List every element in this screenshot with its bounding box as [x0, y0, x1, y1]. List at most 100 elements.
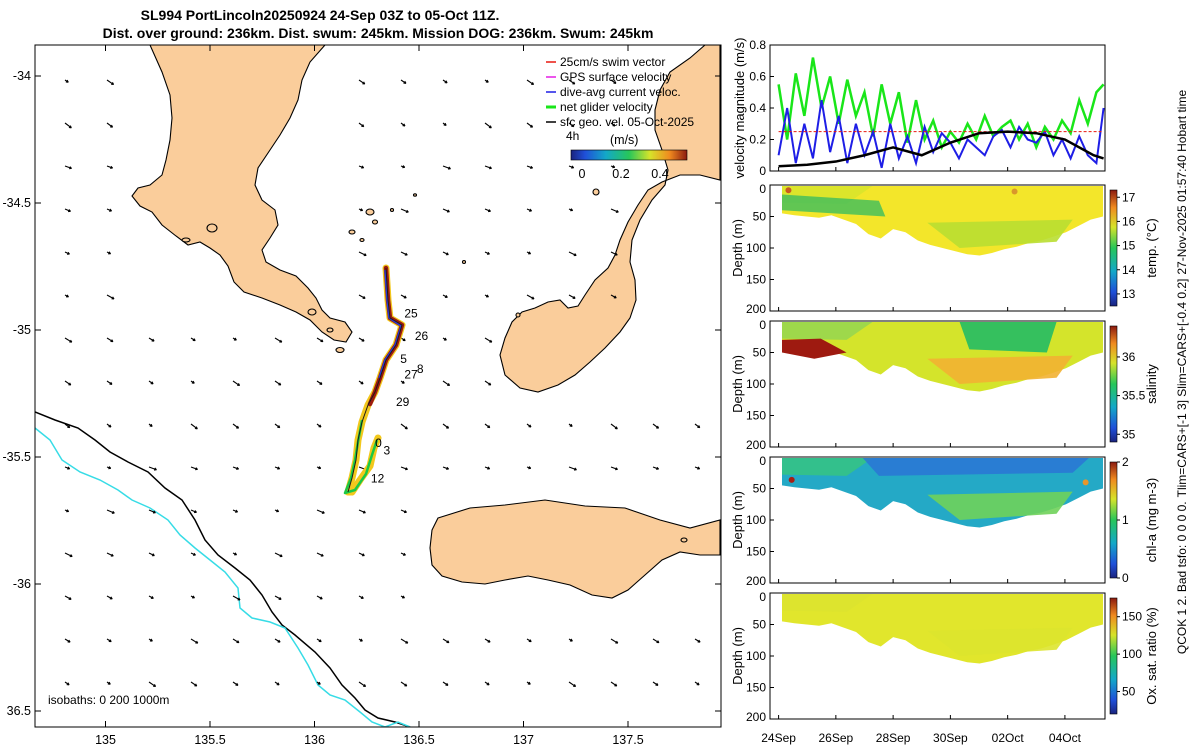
- geo-arrow-head: [359, 638, 363, 642]
- geo-arrow: [232, 380, 240, 386]
- geo-arrow-head: [531, 296, 535, 300]
- geo-arrow-head: [69, 339, 73, 343]
- geo-arrow-head: [405, 467, 408, 471]
- geo-arrow-head: [573, 684, 577, 688]
- geo-arrow-head: [318, 424, 322, 428]
- section-ylabel: Depth (m): [730, 355, 745, 413]
- geo-arrow-head: [530, 165, 534, 169]
- geo-arrow: [442, 423, 449, 429]
- section-ytick-label: 0: [759, 454, 766, 468]
- section-cbar-label: temp. (°C): [1144, 218, 1159, 277]
- geo-arrow-head: [109, 208, 112, 212]
- geo-arrow-head: [362, 81, 366, 85]
- time-axis-ticks: 24Sep 26Sep 28Sep 30Sep 02Oct 04Oct: [761, 167, 1082, 745]
- geo-arrow-head: [277, 466, 281, 470]
- geo-arrow-head: [528, 251, 532, 255]
- geo-arrow-head: [191, 380, 195, 384]
- geo-arrow: [568, 251, 577, 256]
- geo-arrow: [526, 122, 533, 128]
- geo-arrow-head: [194, 426, 198, 430]
- geo-arrow: [274, 380, 282, 386]
- geo-arrow: [106, 122, 113, 128]
- section-ytick-label: 50: [753, 618, 767, 632]
- geo-arrow-head: [195, 640, 199, 644]
- geo-arrow-head: [236, 640, 240, 644]
- geo-arrow-head: [573, 253, 577, 257]
- geo-arrow-head: [402, 338, 406, 342]
- geo-arrow-head: [656, 640, 660, 644]
- geo-arrow-head: [572, 81, 576, 85]
- section-spot: [785, 187, 792, 194]
- geo-arrow-head: [318, 639, 322, 643]
- geo-arrow-head: [613, 295, 617, 299]
- section-panel: 0 50 100 150 200 Depth (m) 13 14 15 16 17 temp. (°C…: [730, 182, 1159, 316]
- velocity-ytick-label: 0.4: [749, 101, 766, 115]
- colorbar-tick-label: 16: [1122, 214, 1136, 228]
- geo-arrow-head: [67, 466, 71, 470]
- map-xtick-label: 135.5: [194, 733, 225, 747]
- geo-arrow: [274, 337, 283, 343]
- geo-arrow-head: [444, 80, 448, 84]
- glider-track: [343, 264, 406, 496]
- geo-arrow-head: [570, 208, 574, 212]
- geo-arrow: [610, 681, 618, 687]
- geo-arrow-head: [402, 552, 406, 556]
- geo-arrow-head: [405, 640, 409, 644]
- geo-arrow: [568, 294, 576, 299]
- geo-arrow-head: [149, 423, 153, 427]
- geo-arrow-head: [195, 467, 198, 471]
- geo-arrow-head: [151, 338, 155, 342]
- geo-arrow-head: [405, 209, 409, 213]
- geo-velocity-arrows: [64, 79, 701, 688]
- track-day-label: 25: [404, 306, 418, 320]
- section-layer: [782, 194, 886, 217]
- land-islands: [181, 188, 688, 543]
- geo-arrow: [190, 638, 199, 644]
- colorbar-tick-label: 35.5: [1122, 389, 1146, 403]
- section-ylabel: Depth (m): [730, 491, 745, 549]
- geo-arrow-head: [317, 681, 321, 685]
- track-day-label: 8: [417, 362, 424, 376]
- map-ytick-label: -34: [13, 69, 31, 83]
- geo-arrow-head: [66, 509, 70, 513]
- geo-arrow-head: [447, 383, 451, 387]
- geo-arrow: [64, 337, 73, 343]
- geo-arrow: [400, 466, 408, 470]
- geo-arrow: [358, 251, 367, 256]
- geo-arrow: [190, 681, 198, 687]
- geo-arrow: [190, 423, 198, 430]
- section-ytick-label: 0: [759, 590, 766, 604]
- geo-arrow-head: [110, 165, 114, 169]
- geo-arrow: [316, 337, 324, 343]
- geo-arrow-head: [402, 123, 406, 127]
- caption-time: 27-Nov-2025 01:57:40 Hobart time: [1175, 90, 1189, 275]
- geo-arrow-head: [111, 82, 115, 86]
- section-ytick-label: 200: [746, 710, 766, 724]
- geo-arrow-head: [360, 596, 364, 599]
- velocity-ytick-label: 0.8: [749, 38, 766, 52]
- geo-arrow-head: [194, 683, 198, 687]
- section-ytick-label: 50: [753, 210, 767, 224]
- geo-arrow-head: [237, 383, 241, 387]
- section-colorbar: [1109, 325, 1118, 443]
- geo-arrow: [358, 509, 366, 514]
- geo-arrow-head: [149, 638, 153, 642]
- geo-arrow-head: [446, 466, 450, 470]
- geo-arrow: [610, 466, 618, 470]
- legend-label: 25cm/s swim vector: [560, 55, 665, 69]
- geo-arrow-head: [193, 510, 197, 514]
- geo-arrow-head: [656, 425, 660, 429]
- map-axis-ticks: 135 135.5 136 136.5 137 137.5 -34 -34.5 -35 -35.5…: [3, 45, 721, 747]
- time-tick-label: 28Sep: [876, 731, 911, 745]
- geo-arrow: [148, 509, 156, 514]
- geo-arrow-head: [320, 553, 324, 557]
- section-ytick-label: 0: [759, 318, 766, 332]
- track-day-label: 0: [375, 436, 382, 450]
- geo-arrow-head: [151, 553, 155, 557]
- title-line-2: Dist. over ground: 236km. Dist. swum: 24…: [103, 25, 654, 41]
- geo-arrow: [484, 165, 492, 169]
- geo-arrow-head: [152, 510, 156, 514]
- geo-arrow: [526, 79, 534, 85]
- geo-arrow-head: [404, 426, 408, 430]
- geo-arrow-head: [487, 425, 491, 429]
